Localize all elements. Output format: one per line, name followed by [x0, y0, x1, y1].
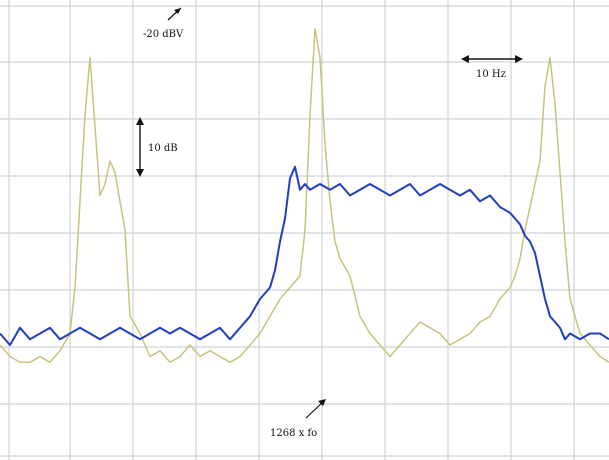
reference-level-arrowhead: [174, 8, 181, 14]
traces: [0, 28, 609, 364]
center-marker-arrowhead: [318, 399, 326, 406]
vertical-scale-label: 10 dB: [148, 143, 178, 154]
reference-level-annotation: -20 dBV: [143, 7, 184, 40]
series-line-blue: [0, 165, 609, 346]
vertical-scale-arrowhead-up: [136, 117, 144, 125]
horizontal-scale-label: 10 Hz: [476, 69, 506, 80]
series-line-yellow: [0, 28, 609, 364]
vertical-scale-arrowhead-down: [136, 169, 144, 177]
vertical-scale-annotation: 10 dB: [136, 117, 178, 177]
reference-level-label: -20 dBV: [143, 29, 184, 40]
center-marker-annotation: 1268 x fo: [270, 399, 326, 439]
center-marker-label: 1268 x fo: [270, 428, 317, 439]
horizontal-scale-annotation: 10 Hz: [461, 55, 523, 80]
horizontal-scale-arrowhead-left: [461, 55, 469, 63]
horizontal-scale-arrowhead-right: [515, 55, 523, 63]
